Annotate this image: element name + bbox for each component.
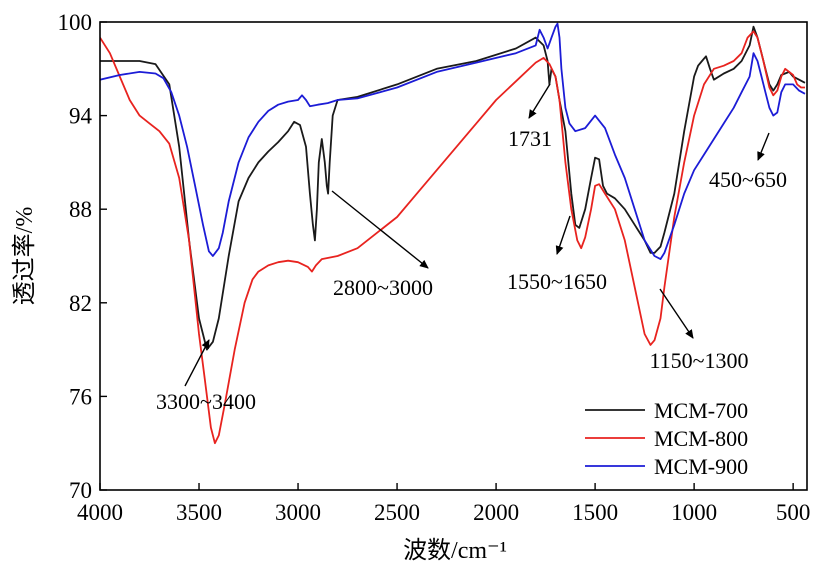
- annotation-label: 1731: [508, 126, 552, 151]
- annotation-label: 3300~3400: [156, 389, 256, 414]
- x-axis: 4000 3500 3000 2500 2000 1500 1000 500 波…: [77, 483, 810, 564]
- y-tick-label: 94: [69, 104, 93, 129]
- series-line-mcm-700: [100, 25, 806, 351]
- x-tick-label: 1000: [671, 500, 717, 525]
- x-tick-label: 4000: [77, 500, 123, 525]
- legend: MCM-700 MCM-800 MCM-900: [585, 398, 748, 479]
- annotation-2800-3000: 2800~3000: [331, 190, 433, 300]
- annotation-arrow: [659, 288, 694, 339]
- annotation-arrow: [555, 215, 571, 255]
- plot-frame: [99, 21, 808, 491]
- series-line-mcm-800: [100, 30, 805, 445]
- annotation-3300-3400: 3300~3400: [156, 339, 256, 414]
- y-axis-title: 透过率/%: [11, 207, 38, 306]
- y-tick-label: 100: [58, 10, 93, 35]
- annotation-arrow: [528, 83, 551, 119]
- x-tick-label: 2500: [374, 500, 420, 525]
- legend-label: MCM-900: [654, 454, 748, 479]
- y-tick-label: 82: [69, 291, 92, 316]
- x-tick-label: 3000: [275, 500, 321, 525]
- annotation-label: 1150~1300: [649, 348, 748, 373]
- series-line-mcm-900: [100, 22, 806, 261]
- legend-item-mcm-800: MCM-800: [585, 426, 748, 451]
- annotation-arrow: [184, 339, 210, 387]
- y-tick-label: 76: [69, 384, 92, 409]
- annotation-arrow: [331, 190, 429, 269]
- x-axis-title: 波数/cm⁻¹: [403, 537, 507, 564]
- legend-label: MCM-700: [654, 398, 748, 423]
- legend-label: MCM-800: [654, 426, 748, 451]
- annotation-label: 2800~3000: [333, 275, 433, 300]
- legend-item-mcm-700: MCM-700: [585, 398, 748, 423]
- annotation-1150-1300: 1150~1300: [649, 288, 749, 373]
- annotation-label: 450~650: [709, 167, 787, 192]
- series-layer: [100, 22, 806, 445]
- annotation-450-650: 450~650: [709, 132, 787, 192]
- annotation-1731: 1731: [508, 83, 552, 151]
- y-tick-label: 70: [69, 478, 92, 503]
- annotation-label: 1550~1650: [507, 269, 607, 294]
- x-tick-label: 500: [776, 500, 811, 525]
- y-axis: 70 76 82 88 94 100 透过率/%: [11, 10, 107, 503]
- annotation-layer: 3300~3400 2800~3000 1731 1550~1650 1150~…: [156, 83, 787, 414]
- x-tick-label: 3500: [176, 500, 222, 525]
- annotation-1550-1650: 1550~1650: [507, 215, 607, 294]
- y-tick-label: 88: [69, 197, 92, 222]
- x-tick-label: 1500: [572, 500, 618, 525]
- x-tick-label: 2000: [473, 500, 519, 525]
- annotation-arrow: [757, 132, 770, 161]
- legend-item-mcm-900: MCM-900: [585, 454, 748, 479]
